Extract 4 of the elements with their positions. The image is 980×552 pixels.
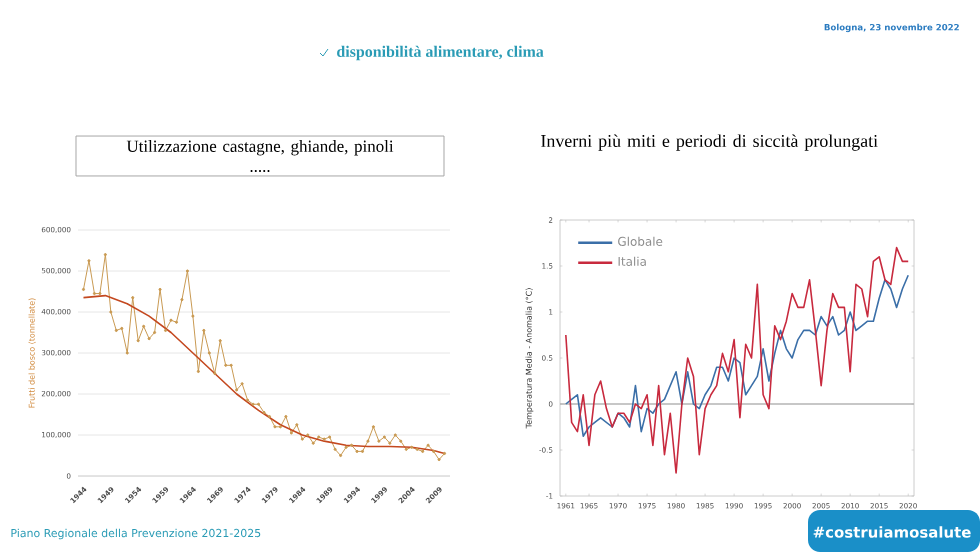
chart-title: Inverni più miti e periodi di siccità prolungati	[541, 134, 878, 151]
line-series	[565, 246, 910, 474]
chart-subtitle: .....	[250, 169, 270, 172]
chart-title: Utilizzazione castagne, ghiande, pinoli	[126, 140, 394, 156]
